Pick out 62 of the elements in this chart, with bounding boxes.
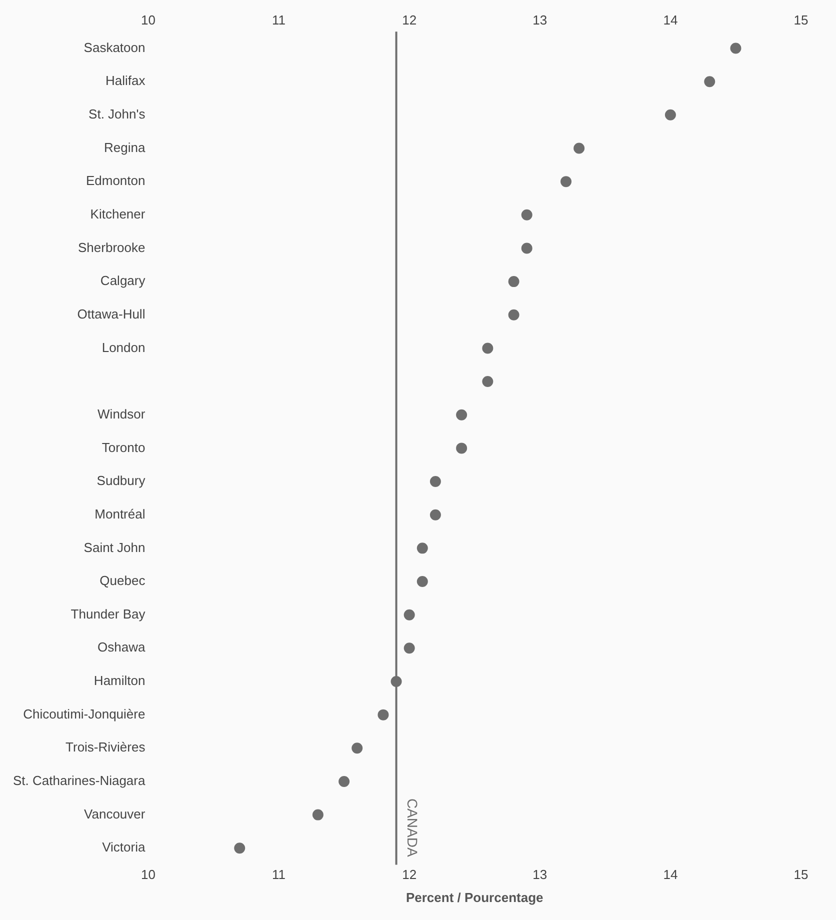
x2-tick-label: 12: [402, 867, 417, 882]
y-tick-label: Windsor: [98, 406, 146, 422]
point: [430, 476, 441, 488]
point: [664, 109, 676, 120]
x2-tick-label: 11: [272, 867, 286, 882]
point: [456, 409, 468, 420]
x2-tick-label: 14: [663, 867, 678, 882]
x-tick-label: 10: [140, 12, 156, 28]
point: [508, 309, 520, 320]
point: [521, 242, 532, 254]
point: [704, 76, 716, 88]
y-tick-label: Oshawa: [98, 640, 146, 655]
x-tick-label: 13: [532, 12, 548, 28]
y-tick-label: Vancouver: [84, 806, 146, 822]
point: [482, 376, 494, 388]
y-tick-label: Toronto: [102, 440, 146, 455]
point: [378, 709, 389, 720]
x-axis-title: Percent / Pourcentage: [406, 890, 544, 905]
y-tick-label: Halifax: [105, 73, 146, 88]
point: [234, 842, 246, 854]
y-tick-label: Regina: [104, 140, 146, 155]
y-tick-label: St. Catharines-Niagara: [12, 773, 146, 788]
y-tick-label: Quebec: [100, 573, 146, 588]
y-tick-label: Sudbury: [96, 473, 146, 488]
y-tick-label: Sherbrooke: [78, 240, 146, 255]
point: [404, 609, 415, 620]
x2-tick-label: 15: [794, 867, 808, 882]
y-tick-label: Victoria: [102, 840, 146, 855]
y-tick-label: Saskatoon: [84, 40, 146, 55]
y-tick-label: Trois-Rivières: [66, 740, 146, 755]
y-tick-label: Montréal: [94, 506, 146, 522]
point: [416, 542, 428, 554]
ref-line-label: CANADA: [404, 798, 420, 858]
point: [430, 509, 441, 520]
point: [560, 176, 572, 188]
x2-tick-label: 13: [532, 867, 548, 882]
x2-tick-label: 10: [140, 867, 156, 882]
point: [574, 142, 585, 154]
x-tick-label: 11: [272, 12, 286, 28]
y-tick-label: Saint John: [84, 540, 146, 555]
y-tick-label: Calgary: [100, 273, 146, 288]
point: [456, 442, 468, 454]
point: [312, 809, 324, 820]
y-tick-label: Thunder Bay: [70, 606, 146, 622]
point: [416, 576, 428, 588]
point: [352, 742, 363, 754]
x-tick-label: 12: [402, 12, 417, 28]
point: [482, 342, 494, 354]
x-tick-label: 15: [794, 12, 808, 28]
y-tick-label: Ottawa-Hull: [77, 306, 146, 322]
y-tick-label: Hamilton: [94, 673, 146, 688]
point: [404, 642, 415, 654]
x-tick-label: 14: [663, 12, 678, 28]
point: [338, 776, 350, 787]
y-tick-label: Edmonton: [86, 173, 146, 188]
y-tick-label: Kitchener: [90, 206, 146, 222]
y-tick-label: St. John's: [88, 106, 146, 122]
point: [508, 276, 520, 288]
y-tick-label: Chicoutimi-Jonquière: [23, 706, 146, 722]
y-tick-label: London: [102, 340, 146, 355]
point: [730, 42, 742, 54]
point: [521, 209, 532, 220]
